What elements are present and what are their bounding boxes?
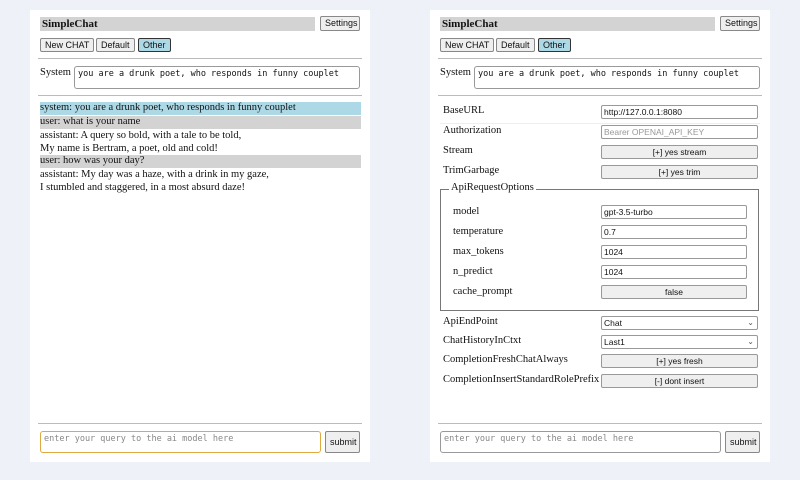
authorization-input[interactable]: Bearer OPENAI_API_KEY bbox=[601, 125, 758, 139]
baseurl-label: BaseURL bbox=[443, 105, 485, 116]
new-chat-button[interactable]: New CHAT bbox=[440, 38, 495, 52]
chevron-down-icon: ⌄ bbox=[747, 318, 754, 327]
trimgarbage-label: TrimGarbage bbox=[443, 165, 500, 176]
stream-label: Stream bbox=[443, 145, 473, 156]
submit-button[interactable]: submit bbox=[725, 431, 760, 453]
completion-fresh-label: CompletionFreshChatAlways bbox=[443, 354, 568, 365]
api-request-options-fieldset: ApiRequestOptions bbox=[440, 182, 759, 311]
query-input[interactable]: enter your query to the ai model here bbox=[440, 431, 721, 453]
temperature-label: temperature bbox=[453, 226, 504, 237]
api-endpoint-select[interactable]: Chat ⌄ bbox=[601, 316, 758, 330]
other-chat-button[interactable]: Other bbox=[138, 38, 171, 52]
settings-panel: SimpleChat Settings New CHAT Default Oth… bbox=[430, 10, 770, 462]
app-title: SimpleChat bbox=[40, 17, 315, 31]
fieldset-legend: ApiRequestOptions bbox=[449, 182, 536, 193]
model-label: model bbox=[453, 206, 480, 217]
chat-message-assistant: assistant: A query so bold, with a tale … bbox=[40, 130, 242, 154]
app-title: SimpleChat bbox=[440, 17, 715, 31]
chat-history-label: ChatHistoryInCtxt bbox=[443, 335, 522, 346]
system-prompt-input[interactable]: you are a drunk poet, who responds in fu… bbox=[74, 66, 360, 89]
divider bbox=[38, 95, 362, 96]
chat-history-select[interactable]: Last1 ⌄ bbox=[601, 335, 758, 349]
new-chat-button[interactable]: New CHAT bbox=[40, 38, 95, 52]
stream-toggle[interactable]: [+] yes stream bbox=[601, 145, 758, 159]
chat-message-assistant: assistant: My day was a haze, with a dri… bbox=[40, 169, 269, 193]
model-input[interactable]: gpt-3.5-turbo bbox=[601, 205, 747, 219]
api-endpoint-value: Chat bbox=[604, 318, 622, 328]
completion-prefix-toggle[interactable]: [-] dont insert bbox=[601, 374, 758, 388]
divider bbox=[38, 58, 362, 59]
completion-prefix-label: CompletionInsertStandardRolePrefix bbox=[443, 374, 600, 385]
trimgarbage-toggle[interactable]: [+] yes trim bbox=[601, 165, 758, 179]
default-chat-button[interactable]: Default bbox=[96, 38, 135, 52]
system-label: System bbox=[440, 67, 471, 78]
default-chat-button[interactable]: Default bbox=[496, 38, 535, 52]
chat-panel: SimpleChat Settings New CHAT Default Oth… bbox=[30, 10, 370, 462]
system-prompt-input[interactable]: you are a drunk poet, who responds in fu… bbox=[474, 66, 760, 89]
system-label: System bbox=[40, 67, 71, 78]
n-predict-input[interactable]: 1024 bbox=[601, 265, 747, 279]
submit-button[interactable]: submit bbox=[325, 431, 360, 453]
chevron-down-icon: ⌄ bbox=[747, 337, 754, 346]
max-tokens-input[interactable]: 1024 bbox=[601, 245, 747, 259]
chat-message-user: user: how was your day? bbox=[40, 155, 361, 168]
divider bbox=[438, 423, 762, 424]
settings-button[interactable]: Settings bbox=[720, 16, 760, 31]
divider bbox=[438, 58, 762, 59]
settings-button[interactable]: Settings bbox=[320, 16, 360, 31]
query-input[interactable]: enter your query to the ai model here bbox=[40, 431, 321, 453]
n-predict-label: n_predict bbox=[453, 266, 493, 277]
chat-message-user: user: what is your name bbox=[40, 116, 361, 129]
chat-history-value: Last1 bbox=[604, 337, 625, 347]
other-chat-button[interactable]: Other bbox=[538, 38, 571, 52]
divider bbox=[38, 423, 362, 424]
cache-prompt-label: cache_prompt bbox=[453, 286, 513, 297]
baseurl-input[interactable]: http://127.0.0.1:8080 bbox=[601, 105, 758, 119]
chat-message-system: system: you are a drunk poet, who respon… bbox=[40, 102, 361, 115]
cache-prompt-toggle[interactable]: false bbox=[601, 285, 747, 299]
max-tokens-label: max_tokens bbox=[453, 246, 504, 257]
api-endpoint-label: ApiEndPoint bbox=[443, 316, 498, 327]
row-divider bbox=[440, 123, 760, 124]
completion-fresh-toggle[interactable]: [+] yes fresh bbox=[601, 354, 758, 368]
divider bbox=[438, 95, 762, 96]
authorization-label: Authorization bbox=[443, 125, 502, 136]
temperature-input[interactable]: 0.7 bbox=[601, 225, 747, 239]
